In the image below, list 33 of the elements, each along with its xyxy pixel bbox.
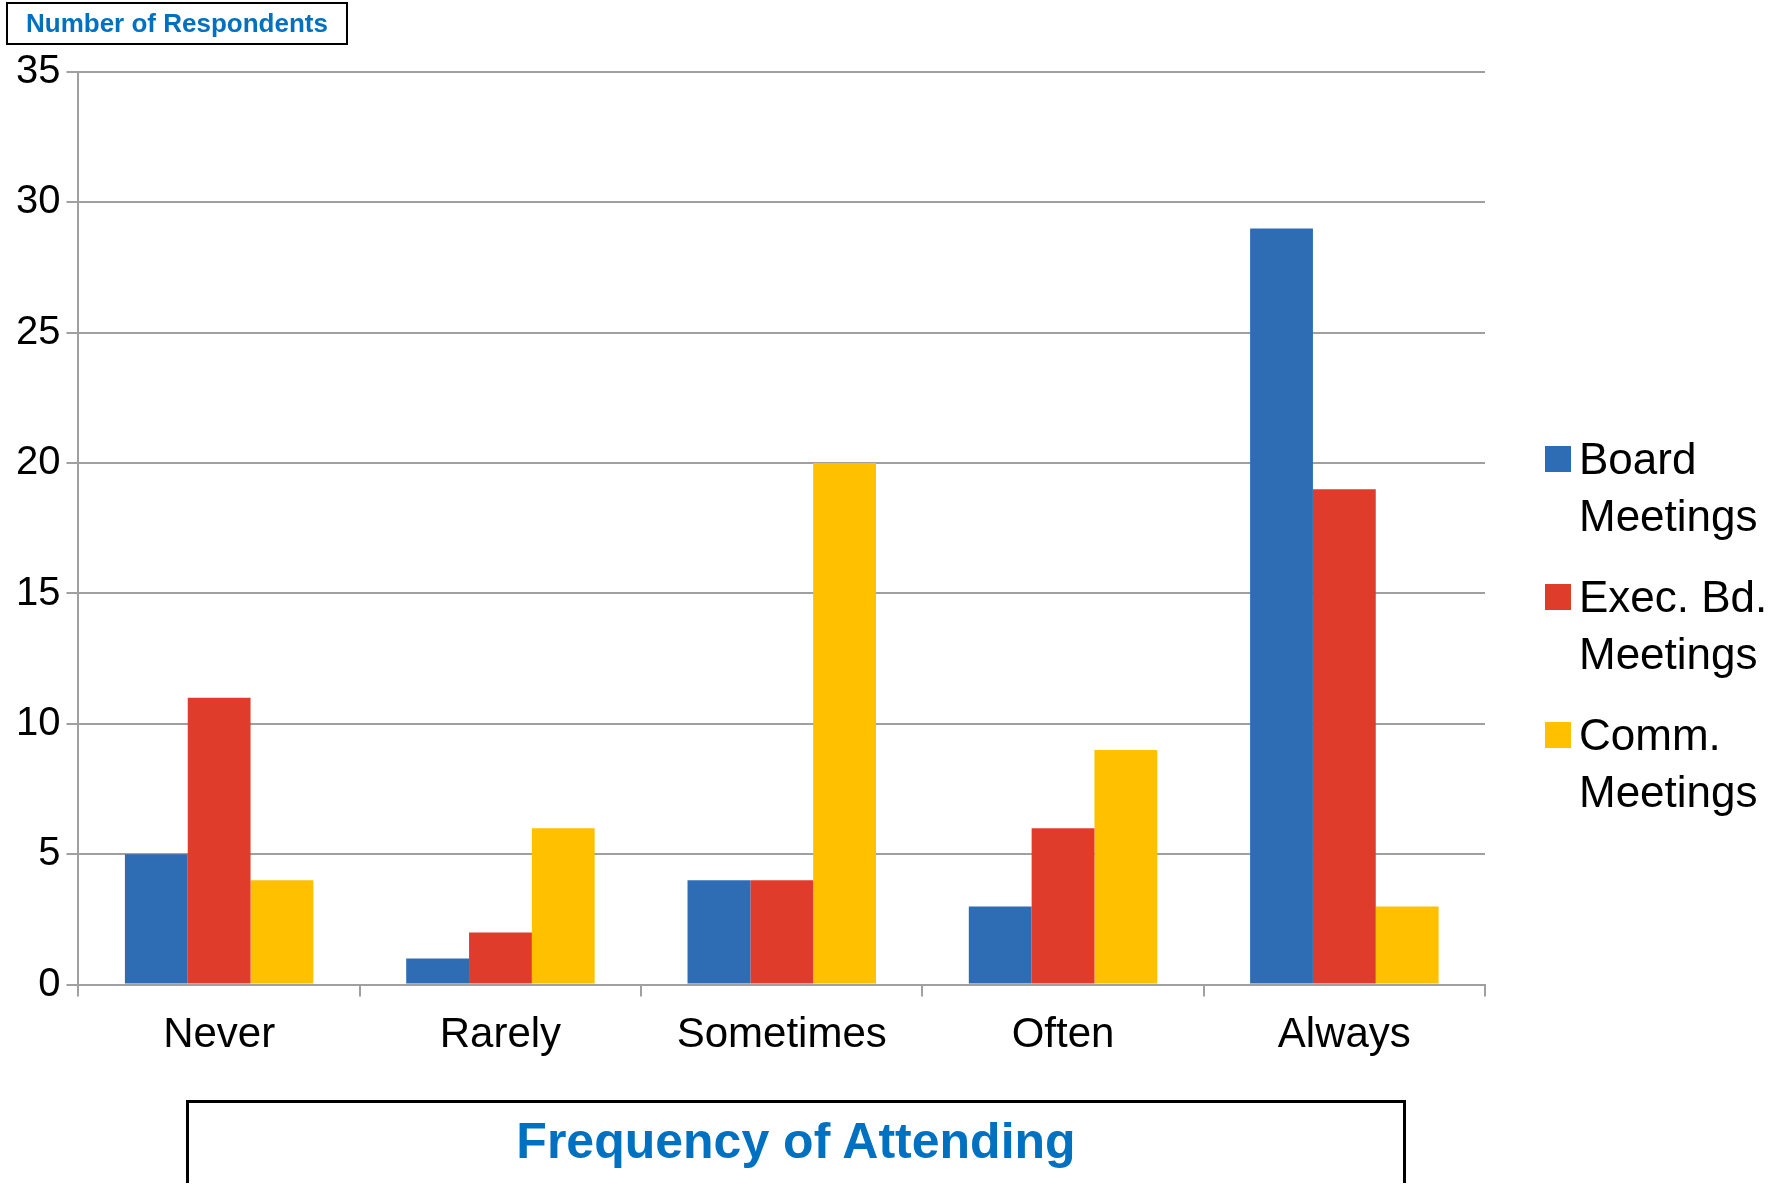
y-tick-label: 25 [15,307,61,352]
bar [968,906,1032,984]
bar [187,697,251,984]
legend-label: Comm. Meetings [1579,709,1759,818]
y-tick-label: 15 [15,568,61,613]
x-axis-title: Frequency of Attending [186,1100,1406,1183]
x-tick-label: Often [1011,1009,1115,1057]
y-tick-label: 30 [15,177,61,222]
bar [1250,228,1313,984]
bar [406,958,470,984]
bar [469,932,532,984]
bar [1312,489,1376,984]
y-tick-label: 20 [15,438,61,483]
y-tick-label: 35 [15,47,61,92]
bar [531,828,595,984]
bar [687,880,751,984]
x-tick-label: Sometimes [676,1009,887,1057]
y-axis-title: Number of Respondents [6,2,348,45]
x-tick-label: Rarely [439,1009,562,1057]
bar [1375,906,1439,984]
bar [750,880,814,984]
y-tick-label: 5 [38,829,61,874]
y-tick-label: 0 [38,959,61,1004]
bar [1094,749,1158,984]
y-tick-label: 10 [15,698,61,743]
x-tick-label: Never [163,1009,276,1057]
x-tick-label: Always [1277,1009,1411,1057]
bar [813,463,876,984]
bar [1031,828,1095,984]
bar [250,880,314,984]
bar [124,854,188,984]
legend-label: Exec. Bd. Meetings [1579,571,1769,680]
legend-label: Board Meetings [1579,433,1759,542]
